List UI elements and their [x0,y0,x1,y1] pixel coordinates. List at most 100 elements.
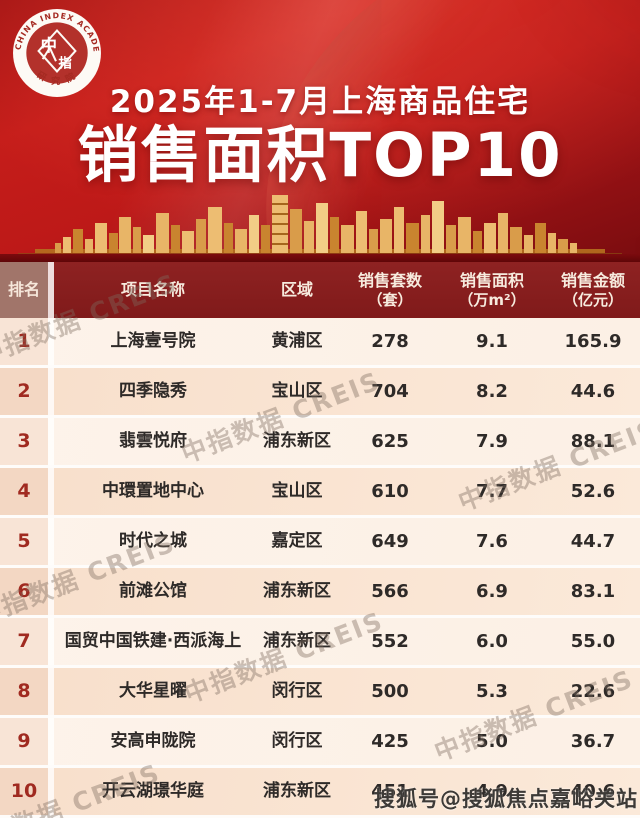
table-row: 1 上海壹号院 黄浦区 278 9.1 165.9 [0,318,640,365]
banner-bottom-strip [0,254,640,262]
area-cell: 6.0 [476,630,508,652]
banner-subtitle: 2025年1-7月上海商品住宅 [109,84,531,120]
district-cell: 黄浦区 [271,331,323,352]
header-amount-label: 销售金额 [560,271,625,291]
header-project-name: 项目名称 [54,262,252,318]
table-row: 3 翡雲悦府 浦东新区 625 7.9 88.1 [0,418,640,465]
ranking-table: 排名 项目名称 区域 销售套数 （套） 销售面积 （万m²） 销售金额 （亿元）… [0,262,640,815]
banner-title: 销售面积TOP10 [77,120,563,191]
column-divider [48,668,54,715]
project-name-cell: 上海壹号院 [110,331,196,352]
amount-cell: 55.0 [570,630,616,652]
column-divider [48,568,54,615]
header-area-unit: （万m²） [458,290,526,309]
header-project-name-label: 项目名称 [120,280,185,300]
header-area-label: 销售面积 [459,271,524,291]
header-units: 销售套数 （套） [342,262,438,318]
table-row: 5 时代之城 嘉定区 649 7.6 44.7 [0,518,640,565]
rank-cell: 5 [0,518,48,565]
table-row: 9 安高申陇院 闵行区 425 5.0 36.7 [0,718,640,765]
amount-cell: 22.6 [570,680,616,702]
area-cell: 4.9 [476,780,508,802]
column-divider [48,618,54,665]
amount-cell: 44.7 [570,530,616,552]
amount-cell: 88.1 [570,430,616,452]
column-divider [48,368,54,415]
project-name-cell: 翡雲悦府 [119,431,187,452]
header-units-label: 销售套数 [357,271,422,291]
rank-cell: 8 [0,668,48,715]
amount-cell: 165.9 [564,330,622,352]
rank-cell: 7 [0,618,48,665]
amount-cell: 36.7 [570,730,616,752]
district-cell: 浦东新区 [263,431,331,452]
column-divider [48,318,54,365]
rank-cell: 2 [0,368,48,415]
units-cell: 500 [371,680,409,702]
units-cell: 625 [371,430,409,452]
column-divider [48,418,54,465]
project-name-cell: 前滩公馆 [119,581,187,602]
column-divider [48,718,54,765]
table-row: 8 大华星曜 闵行区 500 5.3 22.6 [0,668,640,715]
units-cell: 610 [371,480,409,502]
district-cell: 浦东新区 [263,631,331,652]
table-body: 1 上海壹号院 黄浦区 278 9.1 165.9 2 四季隐秀 宝山区 704 8.2 44.6 3 翡… [0,318,640,815]
units-cell: 425 [371,730,409,752]
project-name-cell: 安高申陇院 [110,731,196,752]
project-name-cell: 国贸中国铁建·西派海上 [64,631,242,652]
amount-cell: 83.1 [570,580,616,602]
column-divider [48,262,54,318]
units-cell: 552 [371,630,409,652]
column-divider [48,518,54,565]
rank-cell: 1 [0,318,48,365]
table-row: 4 中環置地中心 宝山区 610 7.7 52.6 [0,468,640,515]
project-name-cell: 开云湖璟华庭 [102,781,204,802]
header-amount-unit: （亿元） [562,290,623,309]
svg-text:指: 指 [59,54,72,71]
header-district-label: 区域 [280,280,313,300]
district-cell: 浦东新区 [263,781,331,802]
district-cell: 浦东新区 [263,581,331,602]
column-divider [48,468,54,515]
units-cell: 451 [371,780,409,802]
area-cell: 8.2 [476,380,508,402]
project-name-cell: 中環置地中心 [102,481,204,502]
rank-cell: 10 [0,768,48,815]
units-cell: 704 [371,380,409,402]
table-row: 6 前滩公馆 浦东新区 566 6.9 83.1 [0,568,640,615]
amount-cell: 52.6 [570,480,616,502]
district-cell: 闵行区 [271,731,323,752]
header-rank-label: 排名 [7,280,40,300]
rank-cell: 6 [0,568,48,615]
banner: CHINA INDEX ACADEMY 研 究 院 中 指 2025年1-7月上… [0,0,640,262]
units-cell: 278 [371,330,409,352]
area-cell: 9.1 [476,330,508,352]
district-cell: 宝山区 [271,481,323,502]
header-rank: 排名 [0,262,48,318]
table-row: 7 国贸中国铁建·西派海上 浦东新区 552 6.0 55.0 [0,618,640,665]
rank-cell: 4 [0,468,48,515]
sohu-account-watermark: 搜狐号@搜狐焦点嘉峪关站 [374,787,638,811]
header-amount: 销售金额 （亿元） [546,262,640,318]
area-cell: 5.0 [476,730,508,752]
units-cell: 566 [371,580,409,602]
column-divider [48,768,54,815]
header-units-unit: （套） [367,290,413,309]
area-cell: 7.7 [476,480,508,502]
project-name-cell: 大华星曜 [119,681,187,702]
project-name-cell: 四季隐秀 [119,381,187,402]
table-row: 2 四季隐秀 宝山区 704 8.2 44.6 [0,368,640,415]
area-cell: 5.3 [476,680,508,702]
header-district: 区域 [252,262,342,318]
china-index-academy-logo-icon: CHINA INDEX ACADEMY 研 究 院 中 指 [12,8,101,97]
svg-text:中: 中 [41,36,57,55]
table-header: 排名 项目名称 区域 销售套数 （套） 销售面积 （万m²） 销售金额 （亿元） [0,262,640,318]
district-cell: 嘉定区 [271,531,323,552]
area-cell: 7.9 [476,430,508,452]
rank-cell: 3 [0,418,48,465]
area-cell: 6.9 [476,580,508,602]
table-row: 10 开云湖璟华庭 浦东新区 451 4.9 40.6 [0,768,640,815]
amount-cell: 40.6 [570,780,616,802]
